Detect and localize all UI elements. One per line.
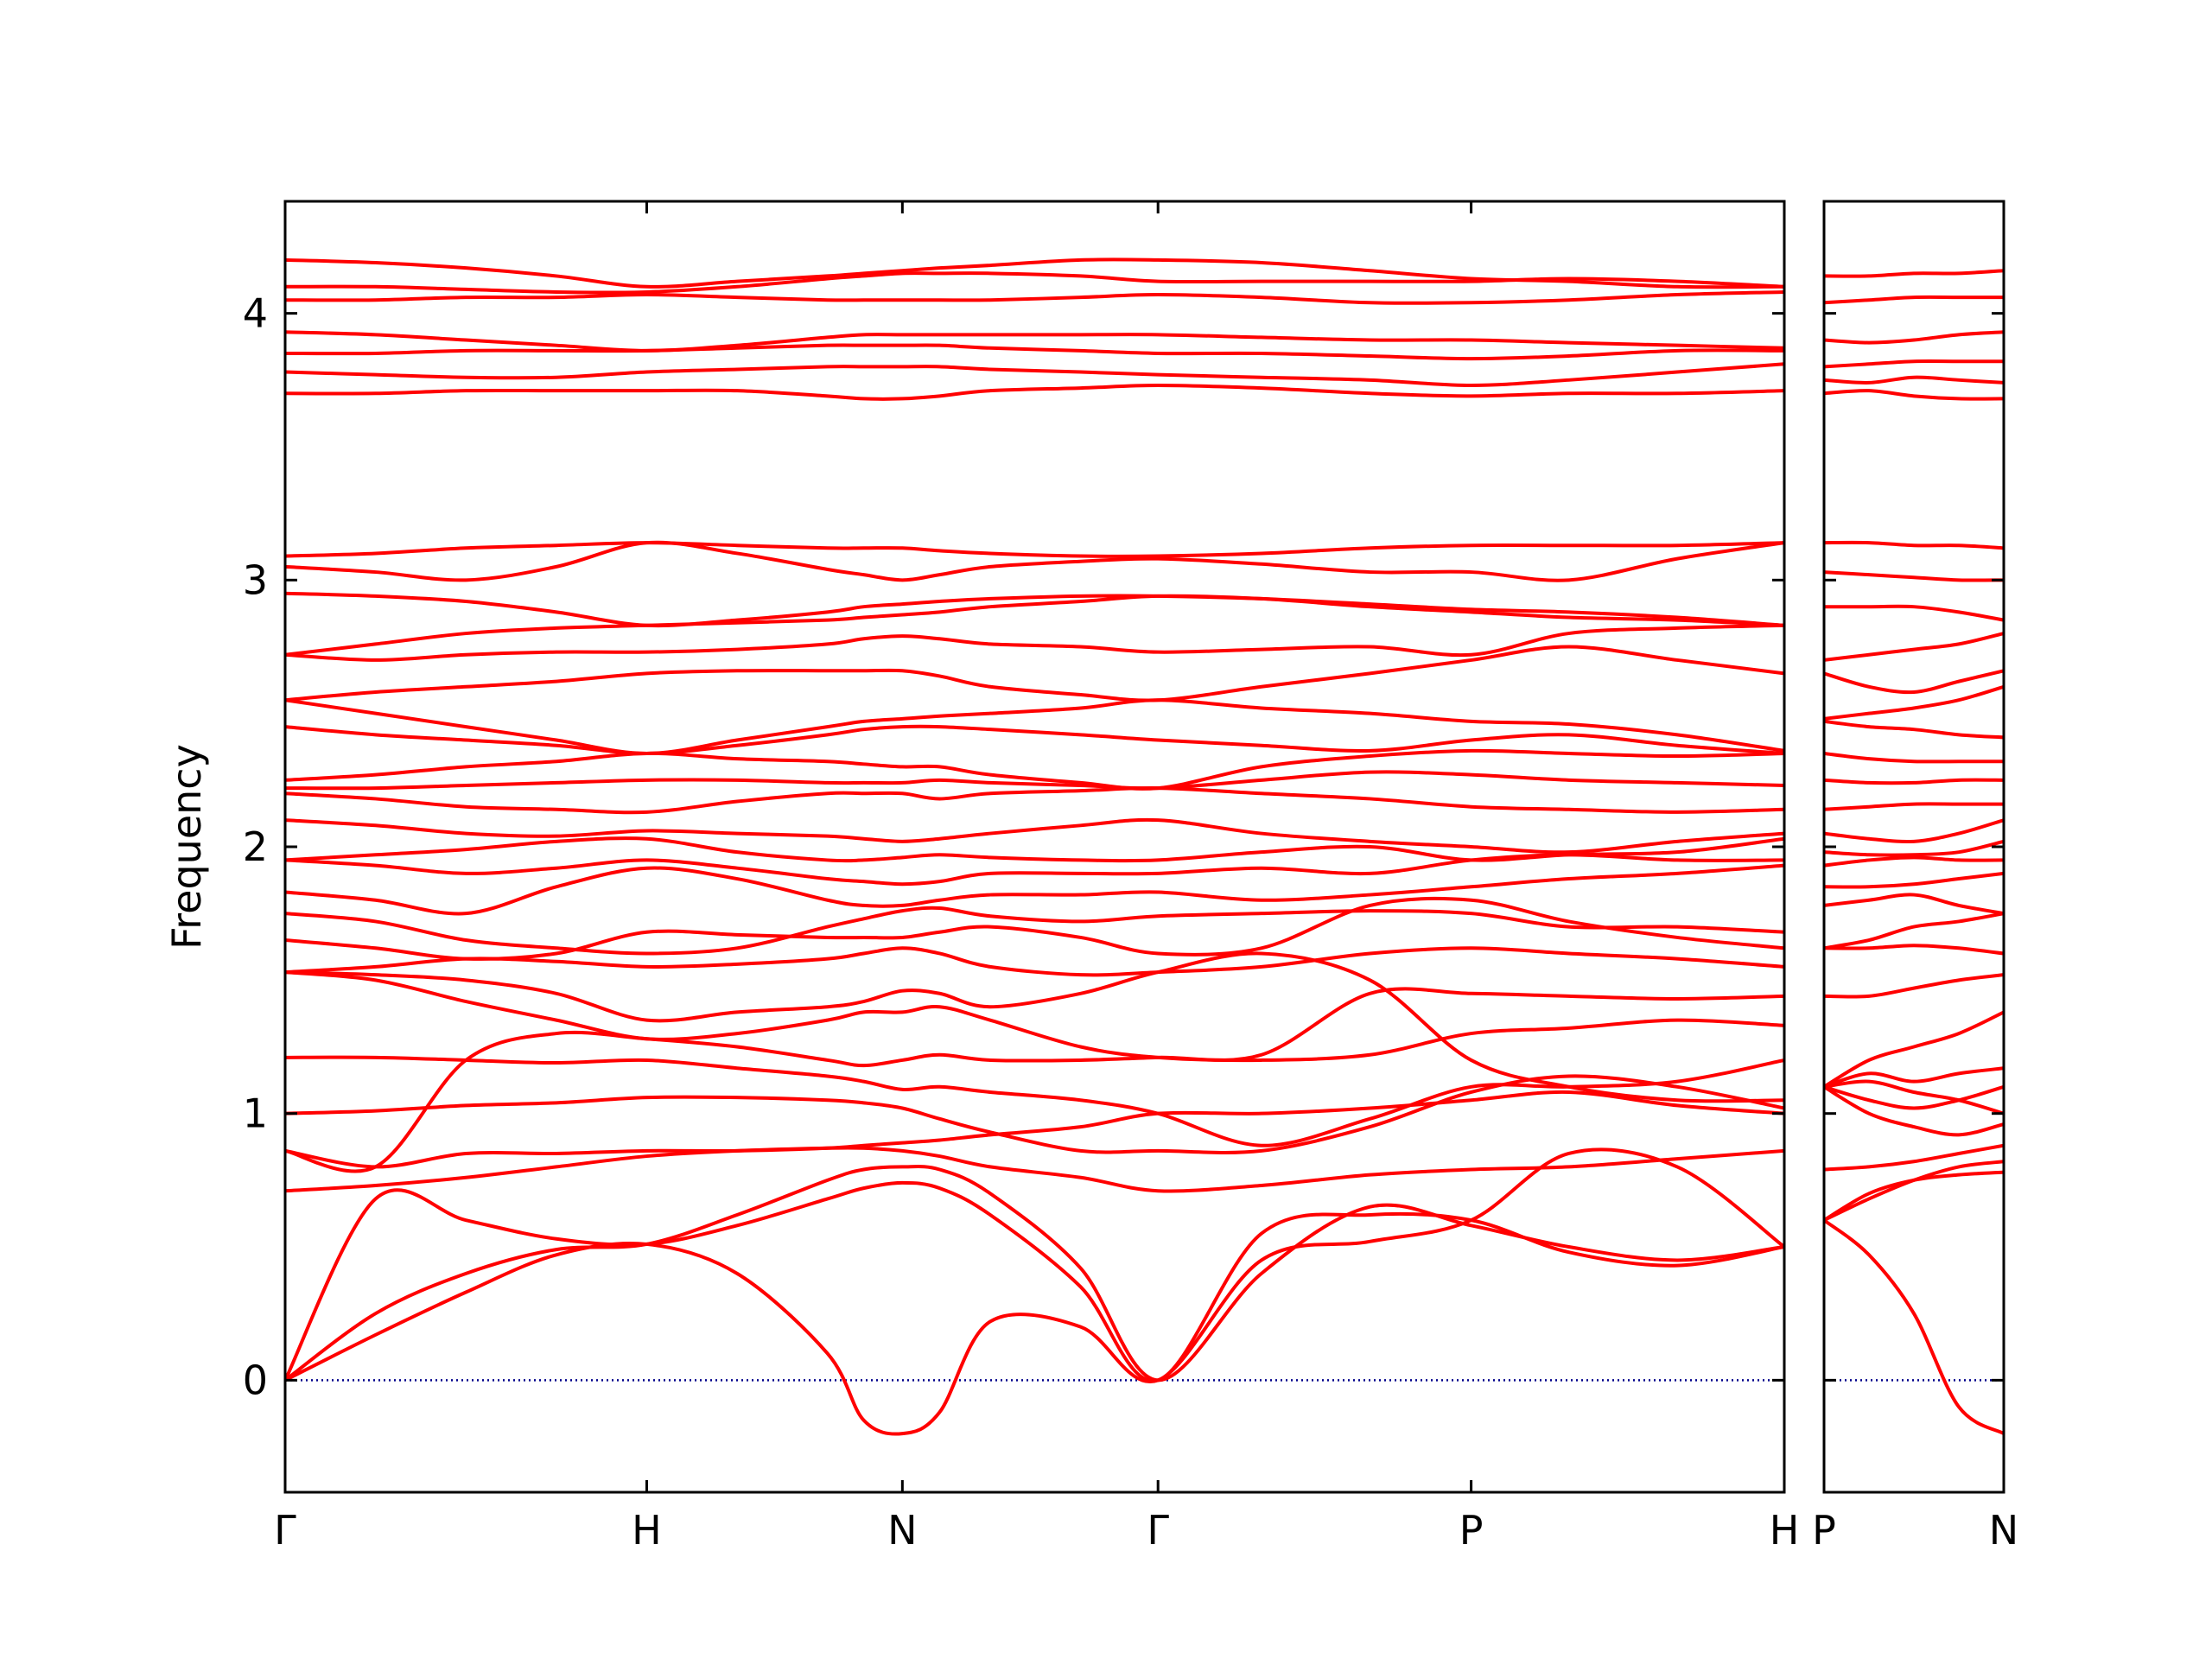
band-line — [1824, 669, 2004, 695]
band-line — [1824, 570, 2004, 582]
band-line — [1824, 802, 2004, 811]
band-line — [285, 383, 1784, 401]
band-line — [285, 1147, 1784, 1436]
band-line — [1824, 973, 2004, 999]
band-line — [1824, 912, 2004, 950]
band-line — [285, 1074, 1784, 1154]
band-line — [1824, 944, 2004, 956]
band-line — [285, 1090, 1784, 1169]
band-line — [285, 343, 1784, 361]
band-line — [285, 951, 1784, 1103]
band-line — [285, 289, 1784, 305]
x-tick-label: H — [632, 1507, 662, 1554]
y-axis-label: Frequency — [163, 744, 210, 950]
band-line — [1824, 1160, 2004, 1222]
band-line — [285, 946, 1784, 977]
x-tick-label: H — [1770, 1507, 1800, 1554]
x-tick-label: N — [887, 1507, 917, 1554]
band-line — [285, 623, 1784, 662]
band-line — [1824, 818, 2004, 844]
x-tick-label: P — [1812, 1507, 1836, 1554]
x-tick-label: N — [1989, 1507, 2018, 1554]
band-line — [1824, 751, 2004, 764]
band-line — [285, 645, 1784, 702]
band-line — [285, 1146, 1784, 1193]
band-line — [1824, 1084, 2004, 1110]
band-line — [285, 591, 1784, 628]
band-line — [285, 540, 1784, 582]
band-line — [285, 271, 1784, 295]
band-line — [285, 987, 1784, 1173]
band-line — [1824, 1143, 2004, 1172]
band-line — [1824, 839, 2004, 857]
y-tick-label: 0 — [243, 1357, 268, 1403]
band-line — [285, 748, 1784, 791]
band-line — [1824, 778, 2004, 785]
band-line — [285, 362, 1784, 387]
band-line — [285, 1165, 1784, 1382]
band-line — [285, 853, 1784, 887]
x-tick-label: Γ — [1147, 1507, 1169, 1554]
band-line — [285, 724, 1784, 755]
band-line — [1824, 604, 2004, 622]
band-line — [285, 817, 1784, 855]
band-line — [1824, 1010, 2004, 1089]
band-line — [285, 257, 1784, 289]
band-line — [285, 836, 1784, 863]
band-line — [1824, 1079, 2004, 1116]
band-line — [1824, 295, 2004, 305]
band-line — [1824, 1218, 2004, 1435]
band-line — [1824, 684, 2004, 721]
band-line — [285, 906, 1784, 956]
band-line — [285, 970, 1784, 1063]
band-line — [1824, 1085, 2004, 1137]
band-line — [1824, 855, 2004, 868]
band-line — [1824, 632, 2004, 662]
band-line — [1824, 1066, 2004, 1089]
band-line — [1824, 330, 2004, 345]
y-tick-label: 4 — [243, 290, 268, 337]
plot-area — [1824, 269, 2004, 1435]
band-line — [1824, 719, 2004, 740]
band-line — [285, 541, 1784, 558]
band-line — [285, 1180, 1784, 1383]
band-line — [1824, 389, 2004, 401]
band-line — [285, 1055, 1784, 1147]
band-line — [285, 698, 1784, 755]
x-tick-label: P — [1459, 1507, 1484, 1554]
y-tick-label: 1 — [243, 1090, 268, 1137]
band-line — [1824, 893, 2004, 916]
y-tick-label: 3 — [243, 556, 268, 603]
band-line — [285, 786, 1784, 815]
band-line — [285, 770, 1784, 791]
band-line — [285, 594, 1784, 657]
plot-area — [285, 257, 1784, 1436]
band-line — [1824, 269, 2004, 278]
band-line — [1824, 871, 2004, 889]
band-line — [1824, 375, 2004, 385]
band-line — [1824, 540, 2004, 550]
band-line — [285, 896, 1784, 961]
band-line — [285, 330, 1784, 353]
x-tick-label: Γ — [274, 1507, 296, 1554]
band-line — [1824, 359, 2004, 369]
y-tick-label: 2 — [243, 823, 268, 870]
band-line — [285, 863, 1784, 916]
